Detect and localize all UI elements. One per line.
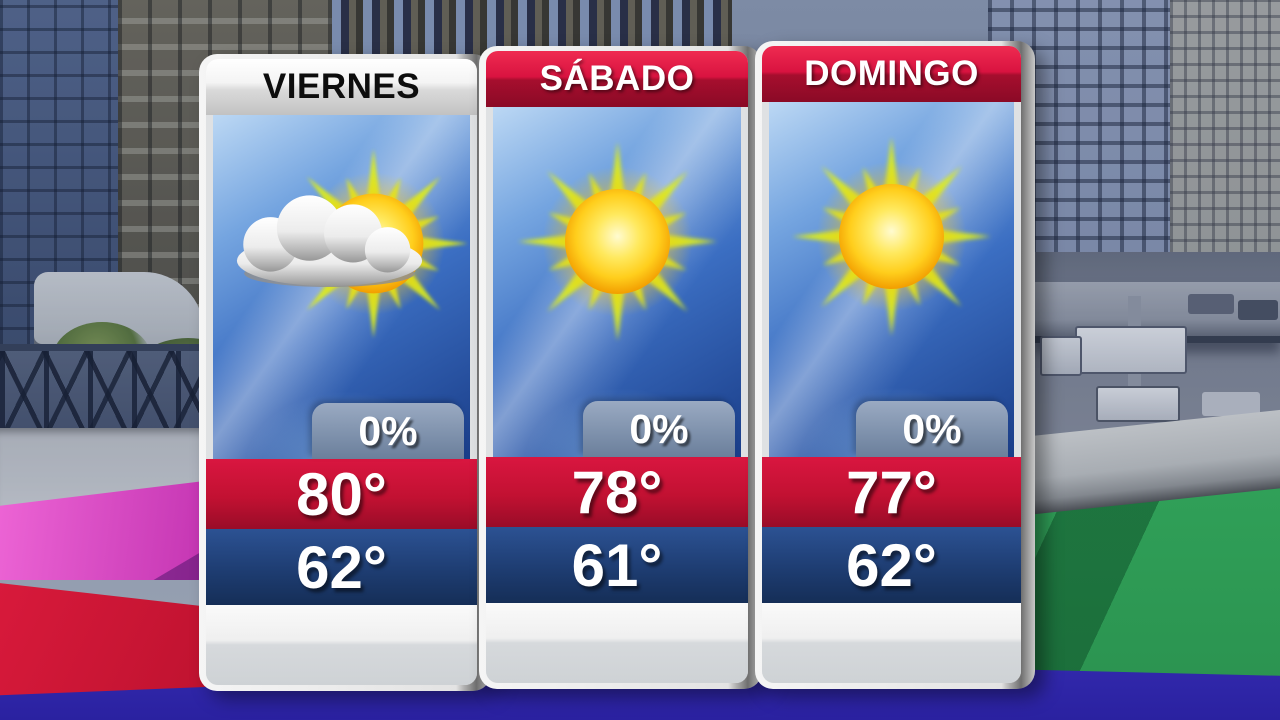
precip-value: 0%	[629, 405, 689, 452]
low-temp-band: 61°	[486, 527, 748, 603]
high-temp: 78°	[571, 458, 663, 526]
low-temp-band: 62°	[762, 527, 1021, 603]
day-header: SÁBADO	[486, 51, 748, 107]
day-label: DOMINGO	[804, 54, 979, 93]
weather-icon-area: 0%	[213, 115, 470, 459]
precip-tab: 0%	[583, 401, 735, 457]
sun-icon	[505, 129, 730, 354]
sun-icon	[779, 124, 1004, 349]
day-label: SÁBADO	[539, 59, 695, 98]
forecast-panel-sabado: SÁBADO 0% 78° 61°	[479, 46, 762, 689]
white-truck	[1075, 326, 1187, 374]
high-temp-band: 77°	[762, 457, 1021, 527]
white-truck-cab	[1040, 336, 1082, 376]
low-temp: 62°	[846, 531, 937, 599]
high-temp: 77°	[846, 458, 937, 526]
low-temp: 62°	[296, 533, 387, 601]
high-temp: 80°	[296, 460, 387, 528]
precip-value: 0%	[358, 407, 418, 454]
panel-footer	[486, 603, 748, 683]
day-label: VIERNES	[262, 67, 421, 106]
cloud-icon	[217, 179, 442, 297]
low-temp-band: 62°	[206, 529, 477, 605]
panel-body: DOMINGO 0% 77° 62°	[762, 46, 1021, 683]
white-suv	[1096, 386, 1180, 422]
low-temp: 61°	[571, 531, 663, 599]
forecast-panel-viernes: VIERNES 0% 80° 62°	[199, 54, 491, 691]
weather-icon-area: 0%	[769, 102, 1014, 457]
precip-value: 0%	[902, 405, 962, 452]
car	[1188, 294, 1234, 314]
car	[1238, 300, 1278, 320]
high-temp-band: 80°	[206, 459, 477, 529]
precip-tab: 0%	[856, 401, 1008, 457]
day-header: DOMINGO	[762, 46, 1021, 102]
high-temp-band: 78°	[486, 457, 748, 527]
panel-footer	[206, 605, 477, 685]
weather-icon-area: 0%	[493, 107, 741, 457]
day-header: VIERNES	[206, 59, 477, 115]
forecast-panel-domingo: DOMINGO 0% 77° 62°	[755, 41, 1035, 689]
panel-footer	[762, 603, 1021, 683]
panel-body: SÁBADO 0% 78° 61°	[486, 51, 748, 683]
precip-tab: 0%	[312, 403, 464, 459]
panel-body: VIERNES 0% 80° 62°	[206, 59, 477, 685]
